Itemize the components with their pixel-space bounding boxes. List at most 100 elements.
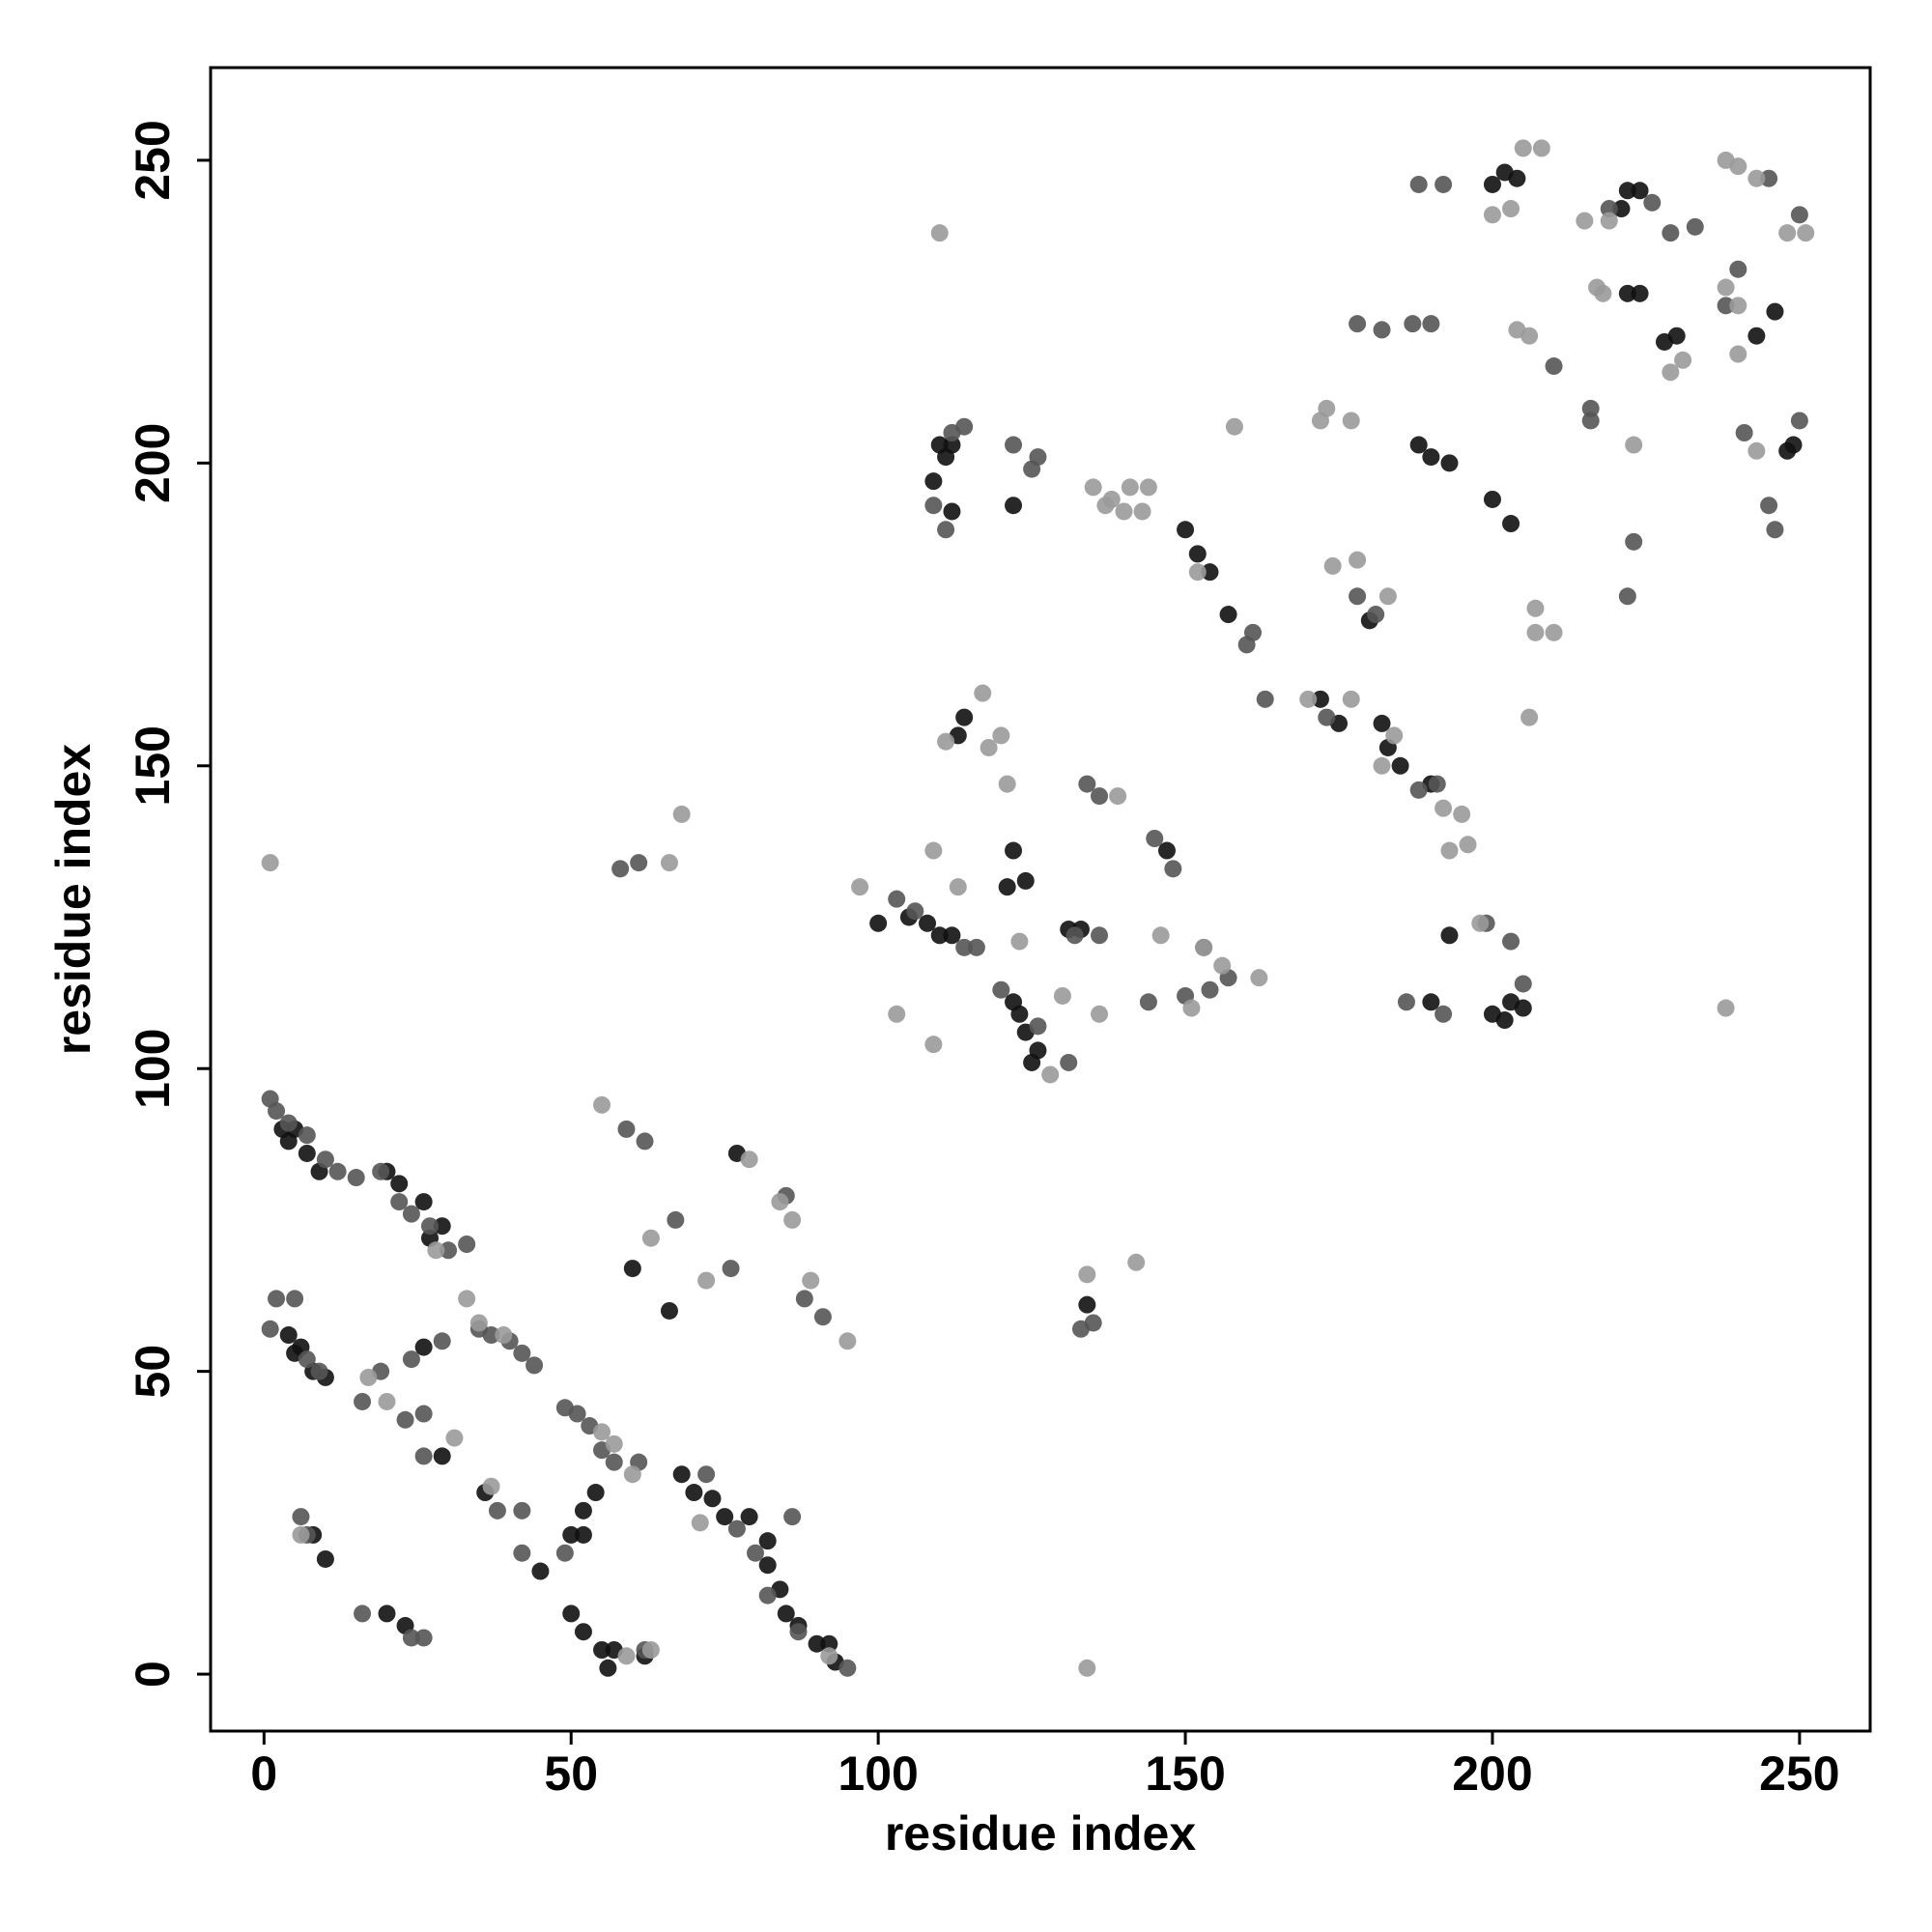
y-tick-label: 50: [126, 1345, 180, 1399]
point: [771, 1193, 789, 1211]
point: [1109, 787, 1127, 806]
point: [1674, 351, 1692, 369]
point: [1188, 563, 1207, 582]
point: [292, 1508, 310, 1526]
point: [1139, 478, 1157, 497]
point: [636, 1132, 654, 1151]
point: [1373, 321, 1391, 339]
point: [378, 1605, 396, 1623]
point: [1526, 599, 1545, 617]
point: [402, 1350, 420, 1369]
point: [1453, 805, 1471, 823]
point: [593, 1423, 611, 1441]
point: [414, 1629, 433, 1647]
point: [359, 1368, 378, 1386]
point: [1729, 297, 1747, 315]
point: [1440, 841, 1459, 860]
point: [526, 1356, 544, 1375]
point: [1435, 175, 1453, 193]
point: [1790, 206, 1808, 224]
point: [1428, 775, 1446, 793]
y-axis-title: residue index: [46, 744, 100, 1056]
point: [1760, 497, 1778, 515]
point: [298, 1350, 316, 1369]
point: [1188, 545, 1207, 563]
point: [605, 1453, 623, 1471]
point: [495, 1326, 513, 1345]
x-tick-label: 50: [544, 1747, 598, 1801]
point: [279, 1114, 298, 1132]
point: [1078, 1659, 1096, 1677]
point: [1545, 623, 1563, 641]
point: [261, 1320, 279, 1338]
point: [1367, 606, 1385, 624]
point: [808, 1634, 826, 1653]
point: [1342, 412, 1360, 430]
point: [1662, 363, 1680, 382]
point: [919, 914, 937, 932]
point: [414, 1193, 433, 1211]
point: [1409, 175, 1428, 193]
point: [1373, 714, 1391, 732]
point: [396, 1410, 414, 1429]
point: [1422, 448, 1440, 467]
point: [617, 1120, 636, 1138]
point: [930, 224, 949, 242]
point: [1373, 756, 1391, 775]
point: [943, 436, 961, 454]
point: [1581, 399, 1600, 417]
point: [937, 521, 955, 539]
point: [1243, 623, 1262, 641]
x-tick-label: 250: [1759, 1747, 1839, 1801]
point: [513, 1544, 531, 1562]
point: [992, 726, 1010, 745]
point: [623, 1465, 641, 1484]
point: [599, 1659, 617, 1677]
point: [1091, 926, 1109, 945]
point: [1747, 441, 1766, 460]
point: [531, 1562, 550, 1580]
point: [1502, 932, 1520, 951]
point: [1686, 217, 1704, 236]
point: [1612, 200, 1631, 218]
point: [1440, 454, 1459, 472]
point: [611, 860, 630, 878]
point: [482, 1326, 500, 1345]
point: [1520, 708, 1539, 726]
point: [286, 1290, 304, 1308]
point: [740, 1508, 758, 1526]
point: [513, 1344, 531, 1362]
point: [1790, 412, 1808, 430]
point: [1747, 169, 1766, 187]
point: [555, 1544, 574, 1562]
point: [617, 1647, 636, 1665]
point: [574, 1525, 592, 1544]
point: [1041, 1065, 1060, 1084]
point: [433, 1447, 451, 1465]
point: [851, 878, 869, 896]
point: [789, 1623, 808, 1641]
point: [1121, 478, 1139, 497]
point: [414, 1338, 433, 1356]
point: [1318, 708, 1336, 726]
point: [1139, 993, 1157, 1011]
point: [1318, 399, 1336, 417]
point: [930, 926, 949, 945]
point: [924, 1036, 943, 1054]
x-axis-title: residue index: [885, 1806, 1197, 1861]
point: [1084, 1314, 1102, 1332]
point: [906, 902, 924, 921]
point: [1323, 556, 1342, 575]
point: [888, 1005, 906, 1023]
point: [420, 1217, 439, 1236]
point: [623, 1260, 641, 1278]
point: [1078, 1295, 1096, 1314]
point: [354, 1605, 372, 1623]
point: [1581, 412, 1600, 430]
point: [758, 1532, 777, 1550]
point: [1391, 756, 1409, 775]
point: [746, 1544, 764, 1562]
point: [414, 1447, 433, 1465]
point: [820, 1634, 838, 1653]
point: [1483, 206, 1501, 224]
